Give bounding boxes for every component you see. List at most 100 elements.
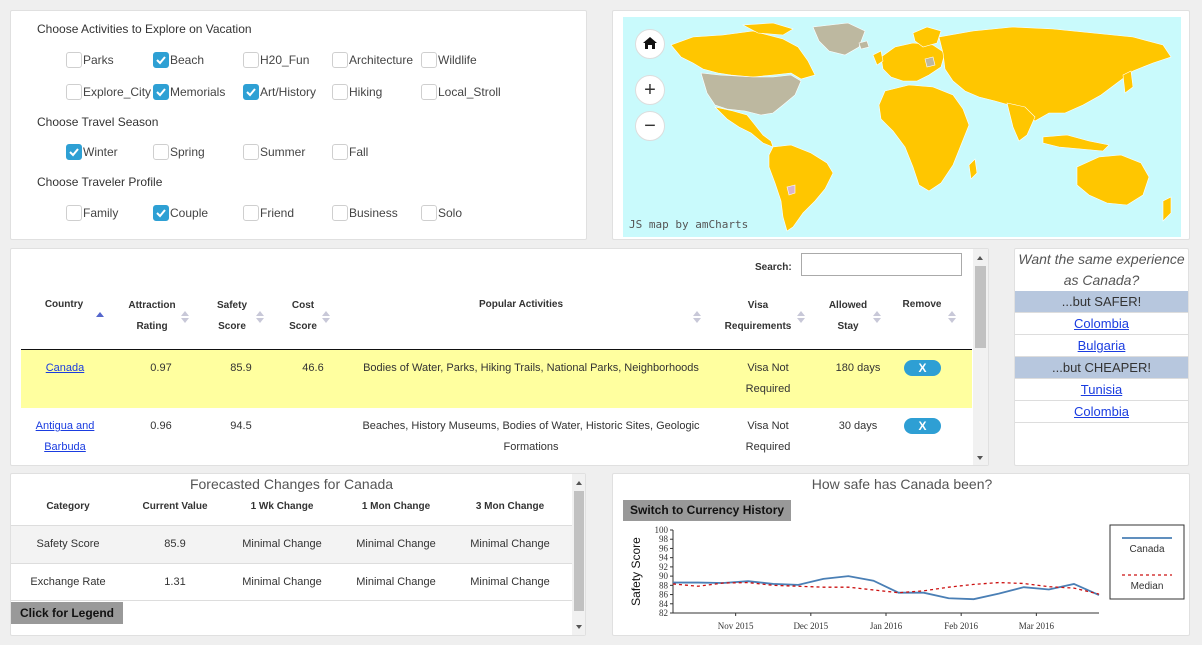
activities-checkbox-h20-fun[interactable]: H20_Fun xyxy=(243,52,309,68)
y-tick-label: 94 xyxy=(659,553,669,563)
activities-checkbox-art-history[interactable]: Art/History xyxy=(243,84,316,100)
sort-icon[interactable] xyxy=(693,311,701,323)
activities-checkbox-wildlife[interactable]: Wildlife xyxy=(421,52,477,68)
checkbox-label: Winter xyxy=(83,145,118,159)
season-checkbox-winter[interactable]: Winter xyxy=(66,144,118,160)
scroll-thumb[interactable] xyxy=(574,491,584,611)
series-line-canada xyxy=(673,575,1100,601)
country-link[interactable]: Canada xyxy=(45,362,85,374)
activities-checkbox-beach[interactable]: Beach xyxy=(153,52,204,68)
scroll-thumb[interactable] xyxy=(975,266,986,348)
checkmark-icon[interactable] xyxy=(153,205,169,221)
activities-checkbox-explore-city[interactable]: Explore_City xyxy=(66,84,151,100)
profile-checkbox-family[interactable]: Family xyxy=(66,205,118,221)
table-row[interactable]: Antigua and Barbuda 0.96 94.5 Beaches, H… xyxy=(21,408,972,465)
profile-checkbox-friend[interactable]: Friend xyxy=(243,205,294,221)
header-attraction[interactable]: Attraction Rating xyxy=(128,300,176,332)
forecast-header-current: Current Value xyxy=(142,501,208,512)
sort-icon[interactable] xyxy=(797,311,805,323)
sort-icon[interactable] xyxy=(948,311,956,323)
safety-history-panel: How safe has Canada been? Switch to Curr… xyxy=(612,473,1190,636)
checkbox-label: Friend xyxy=(260,206,295,220)
legend-button[interactable]: Click for Legend xyxy=(11,602,124,624)
checkbox-icon[interactable] xyxy=(153,144,169,160)
map-zoom-out-button[interactable]: − xyxy=(635,111,665,141)
forecast-3mon: Minimal Change xyxy=(470,538,550,550)
checkbox-icon[interactable] xyxy=(332,205,348,221)
remove-button[interactable]: X xyxy=(904,418,941,434)
table-row[interactable]: Canada 0.97 85.9 46.6 Bodies of Water, P… xyxy=(21,350,972,408)
safety-cell: 94.5 xyxy=(230,420,252,432)
header-visa[interactable]: Visa Requirements xyxy=(724,300,792,332)
forecast-header-category: Category xyxy=(46,501,90,512)
checkmark-icon[interactable] xyxy=(243,84,259,100)
activities-checkbox-architecture[interactable]: Architecture xyxy=(332,52,413,68)
activities-checkbox-hiking[interactable]: Hiking xyxy=(332,84,382,100)
remove-button[interactable]: X xyxy=(904,360,941,376)
header-stay[interactable]: Allowed Stay xyxy=(828,300,868,332)
sort-icon[interactable] xyxy=(873,311,881,323)
profile-checkbox-solo[interactable]: Solo xyxy=(421,205,462,221)
cheaper-country-link[interactable]: Tunisia xyxy=(1080,382,1123,397)
profile-checkbox-couple[interactable]: Couple xyxy=(153,205,208,221)
checkbox-label: Explore_City xyxy=(83,85,152,99)
checkbox-icon[interactable] xyxy=(332,52,348,68)
season-checkbox-spring[interactable]: Spring xyxy=(153,144,205,160)
y-tick-label: 92 xyxy=(659,562,668,572)
checkmark-icon[interactable] xyxy=(153,84,169,100)
forecast-title: Forecasted Changes for Canada xyxy=(189,476,394,492)
activities-checkbox-local-stroll[interactable]: Local_Stroll xyxy=(421,84,501,100)
checkbox-icon[interactable] xyxy=(332,84,348,100)
map-zoom-in-button[interactable]: + xyxy=(635,75,665,105)
country-link[interactable]: Antigua and xyxy=(35,420,95,432)
header-cost[interactable]: Cost Score xyxy=(289,300,317,332)
checkbox-icon[interactable] xyxy=(243,205,259,221)
map-credit[interactable]: JS map by amCharts xyxy=(629,218,749,231)
x-tick-label: Mar 2016 xyxy=(1019,621,1055,631)
forecast-scrollbar[interactable] xyxy=(572,474,585,635)
header-country[interactable]: Country xyxy=(44,299,84,310)
season-checkbox-summer[interactable]: Summer xyxy=(243,144,305,160)
safer-country-link[interactable]: Colombia xyxy=(1074,316,1129,331)
map-region-new-zealand xyxy=(1162,196,1172,222)
checkmark-icon[interactable] xyxy=(66,144,82,160)
scroll-up-icon[interactable] xyxy=(576,481,582,485)
checkbox-icon[interactable] xyxy=(421,52,437,68)
checkbox-icon[interactable] xyxy=(332,144,348,160)
cheaper-country-link[interactable]: Colombia xyxy=(1074,404,1129,419)
season-checkbox-fall[interactable]: Fall xyxy=(332,144,368,160)
header-remove[interactable]: Remove xyxy=(902,299,942,310)
sort-asc-icon[interactable] xyxy=(96,312,104,319)
world-map[interactable]: + − JS map by amCharts xyxy=(623,17,1181,237)
scroll-down-icon[interactable] xyxy=(576,625,582,629)
table-scrollbar[interactable] xyxy=(973,249,988,465)
map-home-button[interactable] xyxy=(635,29,665,59)
checkbox-icon[interactable] xyxy=(243,52,259,68)
profile-checkbox-business[interactable]: Business xyxy=(332,205,398,221)
checkbox-icon[interactable] xyxy=(66,84,82,100)
search-input[interactable] xyxy=(801,253,962,276)
country-link[interactable]: Barbuda xyxy=(44,441,86,453)
checkmark-icon[interactable] xyxy=(153,52,169,68)
checkbox-label: Architecture xyxy=(349,53,414,67)
checkbox-icon[interactable] xyxy=(421,84,437,100)
sort-icon[interactable] xyxy=(256,311,264,323)
scroll-up-icon[interactable] xyxy=(977,256,983,260)
checkbox-icon[interactable] xyxy=(66,52,82,68)
attraction-cell: 0.97 xyxy=(150,362,172,374)
forecast-current: 1.31 xyxy=(164,576,186,588)
header-activities[interactable]: Popular Activities xyxy=(478,299,564,310)
switch-currency-button[interactable]: Switch to Currency History xyxy=(623,500,792,521)
header-safety[interactable]: Safety Score xyxy=(216,300,247,332)
scroll-down-icon[interactable] xyxy=(977,456,983,460)
checkbox-icon[interactable] xyxy=(243,144,259,160)
checkbox-icon[interactable] xyxy=(66,205,82,221)
world-map-svg xyxy=(670,22,1172,232)
activities-checkbox-parks[interactable]: Parks xyxy=(66,52,114,68)
activities-checkbox-memorials[interactable]: Memorials xyxy=(153,84,225,100)
checkbox-label: Beach xyxy=(170,53,205,67)
safer-country-link[interactable]: Bulgaria xyxy=(1077,338,1126,353)
checkbox-icon[interactable] xyxy=(421,205,437,221)
sort-icon[interactable] xyxy=(322,311,330,323)
sort-icon[interactable] xyxy=(181,311,189,323)
